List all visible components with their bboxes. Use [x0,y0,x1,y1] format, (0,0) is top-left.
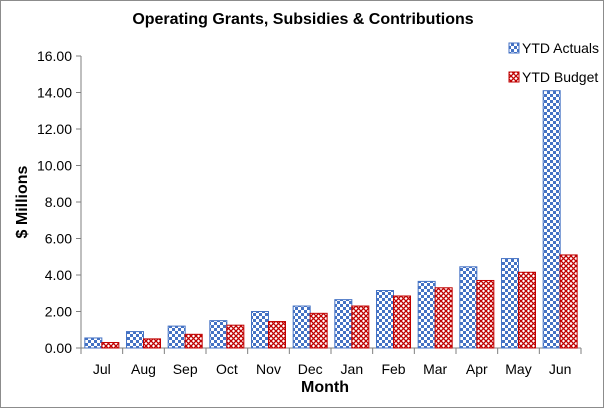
y-tick-label: 4.00 [45,267,72,283]
x-tick-label: Jul [93,361,111,377]
chart-title: Operating Grants, Subsidies & Contributi… [132,11,473,28]
x-tick-label: Oct [216,361,238,377]
y-tick-label: 12.00 [37,121,72,137]
x-tick-label: Jan [341,361,364,377]
x-tick-label: May [505,361,531,377]
bar-ytd-budget [268,321,286,349]
x-tick-label: Jun [549,361,572,377]
bar-ytd-actuals [292,305,311,349]
bar-ytd-budget [476,279,495,349]
y-tick-label: 16.00 [37,48,72,64]
y-tick-label: 2.00 [45,304,72,320]
axes [76,55,582,354]
x-tick-label: Nov [256,361,281,377]
bar-ytd-actuals [417,280,436,349]
legend-label: YTD Budget [522,69,598,85]
y-tick-labels: 0.00 2.00 4.00 6.00 8.00 10.00 12.00 14.00 16.00 [37,48,72,356]
bar-ytd-budget [226,324,245,349]
bar-ytd-actuals [84,337,103,349]
bar-ytd-actuals [334,299,353,349]
bars [84,90,578,349]
bar-ytd-actuals [542,90,561,349]
bar-ytd-actuals [167,325,186,349]
bar-ytd-budget [351,305,370,349]
x-tick-labels: Jul Aug Sep Oct Nov Dec Jan Feb Mar Apr May Jun [93,361,572,377]
bar-ytd-budget [101,342,120,349]
bar-ytd-actuals [251,311,269,349]
y-tick-label: 0.00 [45,340,72,356]
y-tick-label: 8.00 [45,194,72,210]
bar-ytd-budget [434,287,453,349]
y-tick-label: 6.00 [45,231,72,247]
bar-ytd-actuals [209,320,228,349]
bar-ytd-actuals [376,290,394,349]
bar-ytd-budget [393,295,411,349]
bar-ytd-actuals [126,331,144,349]
legend-label: YTD Actuals [522,40,599,56]
legend-swatch [508,71,520,83]
bar-ytd-budget [518,271,536,349]
legend-swatch [508,42,520,54]
bar-ytd-actuals [501,258,519,349]
bar-ytd-budget [143,338,161,349]
bar-ytd-budget [559,254,578,349]
bar-ytd-actuals [459,266,478,349]
y-tick-label: 10.00 [37,158,72,174]
x-tick-label: Aug [131,361,156,377]
x-tick-label: Mar [423,361,447,377]
x-tick-label: Apr [466,361,488,377]
x-tick-label: Dec [298,361,323,377]
legend: YTD Actuals YTD Budget [508,40,599,85]
y-tick-label: 14.00 [37,85,72,101]
y-axis-title: $ Millions [14,165,31,238]
x-tick-label: Sep [173,361,198,377]
bar-ytd-budget [309,312,328,349]
bar-ytd-budget [184,333,203,349]
x-tick-label: Feb [381,361,405,377]
x-axis-title: Month [301,379,349,396]
